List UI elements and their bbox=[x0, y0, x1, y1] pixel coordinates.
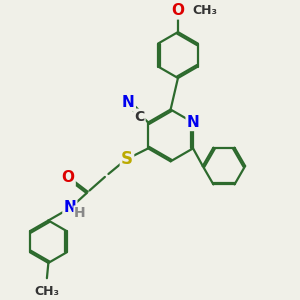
Text: H: H bbox=[74, 206, 86, 220]
Text: N: N bbox=[122, 95, 135, 110]
Text: O: O bbox=[61, 170, 75, 185]
Text: CH₃: CH₃ bbox=[34, 285, 59, 298]
Text: N: N bbox=[187, 115, 200, 130]
Text: CH₃: CH₃ bbox=[192, 4, 217, 17]
Text: O: O bbox=[172, 3, 184, 18]
Text: S: S bbox=[121, 150, 133, 168]
Text: C: C bbox=[134, 110, 145, 124]
Text: N: N bbox=[64, 200, 76, 215]
